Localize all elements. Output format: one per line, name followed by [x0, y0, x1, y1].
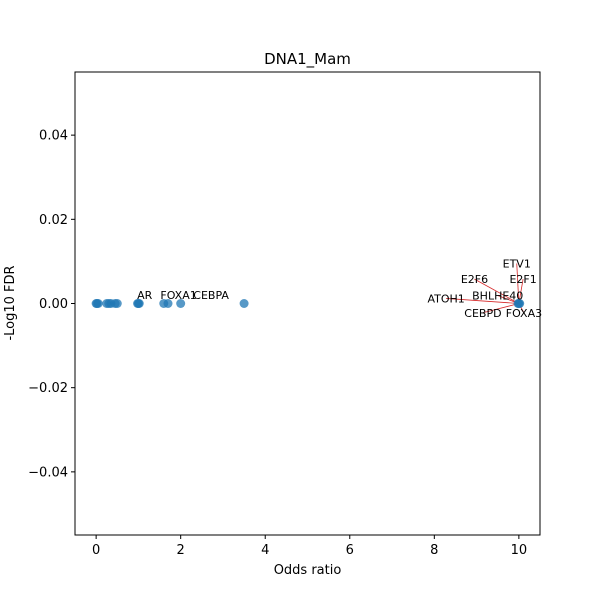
data-point: [112, 299, 122, 308]
data-point: [515, 299, 525, 308]
annotation-connector: [482, 303, 519, 314]
y-tick-label: −0.04: [28, 465, 68, 480]
x-tick-label: 4: [261, 543, 269, 558]
x-tick-label: 6: [346, 543, 354, 558]
annotation-connector: [516, 263, 520, 304]
y-tick-label: 0.04: [39, 129, 68, 144]
data-point: [176, 299, 186, 308]
data-point: [163, 299, 173, 308]
annotation-label: AR: [137, 289, 153, 302]
annotation-label: ETV1: [503, 258, 531, 271]
x-axis-title: Odds ratio: [274, 563, 342, 578]
data-point: [93, 299, 103, 308]
annotation-label: CEBPA: [193, 289, 229, 302]
data-point: [134, 299, 144, 308]
x-tick-label: 0: [92, 543, 100, 558]
x-tick-label: 10: [511, 543, 528, 558]
annotation-label: CEBPD: [464, 307, 501, 320]
y-axis-title: -Log10 FDR: [3, 265, 18, 340]
y-tick-label: −0.02: [28, 381, 68, 396]
annotation-label: ATOH1: [427, 292, 464, 305]
annotation-connector: [446, 298, 519, 304]
annotation-label: E2F6: [461, 273, 488, 286]
annotation-connector: [474, 278, 520, 304]
y-tick-label: 0.02: [39, 213, 68, 228]
y-tick-label: 0.00: [39, 297, 68, 312]
x-tick-label: 8: [430, 543, 438, 558]
chart-title: DNA1_Mam: [264, 50, 351, 69]
annotation-label: BHLHE40: [472, 290, 523, 303]
annotation-label: FOXA1: [160, 289, 196, 302]
annotation-label: FOXA3: [506, 307, 542, 320]
annotation-label: E2F1: [509, 273, 536, 286]
data-point: [239, 299, 249, 308]
x-tick-label: 2: [177, 543, 185, 558]
